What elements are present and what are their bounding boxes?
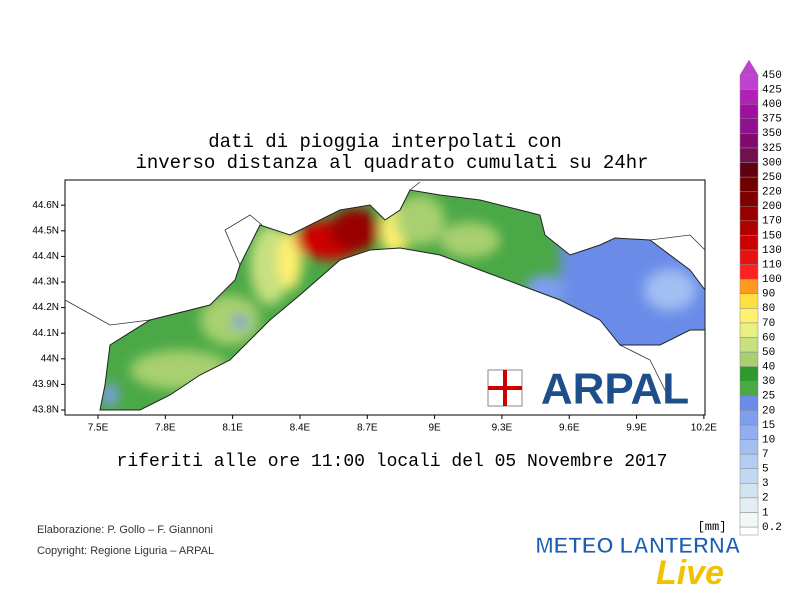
colorbar-cell: [739, 424, 759, 440]
colorbar-cell: [739, 89, 759, 105]
colorbar-label: 90: [762, 289, 775, 301]
lat-tick-label: 44.3N: [32, 277, 59, 288]
colorbar-label: 250: [762, 172, 782, 184]
colorbar-label: 25: [762, 391, 775, 403]
logo-text: ARPAL: [541, 365, 689, 414]
colorbar-cell: [739, 322, 759, 338]
lon-tick-label: 7.8E: [155, 423, 176, 434]
colorbar-cell: [739, 351, 759, 367]
colorbar-cell: [739, 235, 759, 251]
lon-tick-label: 8.1E: [222, 423, 243, 434]
colorbar-label: 40: [762, 362, 775, 374]
colorbar-cell: [739, 366, 759, 382]
colorbar-arrow: [739, 59, 759, 76]
colorbar-cell: [739, 395, 759, 411]
colorbar-label: 220: [762, 187, 782, 199]
lat-tick-label: 44.1N: [32, 328, 59, 339]
colorbar-cell: [739, 74, 759, 90]
colorbar-label: 450: [762, 70, 782, 82]
colorbar-cell: [739, 483, 759, 499]
colorbar-label: 7: [762, 449, 769, 461]
colorbar-label: 100: [762, 274, 782, 286]
brand: METEO LANTERNA: [535, 533, 740, 558]
colorbar-label: 60: [762, 332, 775, 344]
colorbar-label: 0.2: [762, 522, 782, 534]
colorbar-cell: [739, 162, 759, 178]
colorbar-label: 150: [762, 230, 782, 242]
colorbar-label: 15: [762, 420, 775, 432]
colorbar-label: 200: [762, 201, 782, 213]
lon-tick-label: 9.9E: [626, 423, 647, 434]
subtitle: riferiti alle ore 11:00 locali del 05 No…: [117, 452, 668, 472]
lat-tick-label: 44.4N: [32, 251, 59, 262]
colorbar-label: 300: [762, 157, 782, 169]
colorbar-label: 3: [762, 478, 769, 490]
colorbar-unit: [mm]: [698, 520, 727, 534]
lon-tick-label: 9.3E: [492, 423, 513, 434]
lat-tick-label: 44.2N: [32, 302, 59, 313]
title-line: dati di pioggia interpolati con: [208, 131, 561, 153]
colorbar-cell: [739, 526, 759, 536]
lat-tick-label: 44.5N: [32, 225, 59, 236]
colorbar-cell: [739, 118, 759, 134]
colorbar-cell: [739, 278, 759, 294]
colorbar-cell: [739, 380, 759, 397]
colorbar-cell: [739, 133, 759, 149]
lat-tick-label: 44N: [41, 353, 59, 364]
colorbar-label: 30: [762, 376, 775, 388]
lon-tick-label: 9E: [428, 423, 441, 434]
colorbar-cell: [739, 103, 759, 119]
colorbar-cell: [739, 205, 759, 222]
colorbar-label: 130: [762, 245, 782, 257]
colorbar-cell: [739, 497, 759, 513]
lon-tick-label: 7.5E: [88, 423, 109, 434]
lon-tick-label: 8.7E: [357, 423, 378, 434]
arpal-logo: ARPAL: [487, 365, 689, 414]
colorbar-cell: [739, 468, 759, 484]
coastline: [99, 189, 706, 411]
colorbar-label: 170: [762, 216, 782, 228]
colorbar-label: 5: [762, 464, 769, 476]
colorbar-cell: [739, 308, 759, 324]
lon-tick-label: 8.4E: [290, 423, 311, 434]
colorbar-cell: [739, 293, 759, 309]
colorbar-label: 350: [762, 128, 782, 140]
colorbar-cell: [739, 147, 759, 163]
colorbar-label: 1: [762, 507, 769, 519]
lat-tick-label: 44.6N: [32, 200, 59, 211]
colorbar-label: 50: [762, 347, 775, 359]
colorbar-label: 10: [762, 434, 775, 446]
colorbar-cell: [739, 249, 759, 265]
colorbar-label: 80: [762, 303, 775, 315]
colorbar-label: 20: [762, 405, 775, 417]
credit: Elaborazione: P. Gollo – F. Giannoni: [37, 524, 213, 536]
colorbar-label: 110: [762, 259, 782, 271]
credit: Copyright: Regione Liguria – ARPAL: [37, 545, 214, 557]
colorbar-cell: [739, 337, 759, 353]
colorbar-label: 425: [762, 84, 782, 96]
colorbar-label: 70: [762, 318, 775, 330]
colorbar-label: 2: [762, 493, 769, 505]
colorbar-cell: [739, 453, 759, 469]
lon-tick-label: 9.6E: [559, 423, 580, 434]
colorbar-cell: [739, 410, 759, 426]
lat-tick-label: 43.9N: [32, 379, 59, 390]
colorbar-label: 375: [762, 114, 782, 126]
borders: [64, 181, 706, 401]
colorbar-cell: [739, 220, 759, 236]
colorbar-label: 325: [762, 143, 782, 155]
colorbar-cell: [739, 264, 759, 280]
colorbar-cell: [739, 176, 759, 192]
lon-tick-label: 10.2E: [691, 423, 717, 434]
brand-script: Live: [656, 554, 724, 592]
title-line: inverso distanza al quadrato cumulati su…: [135, 152, 648, 174]
colorbar-cell: [739, 191, 759, 207]
colorbar-label: 400: [762, 99, 782, 111]
lat-tick-label: 43.8N: [32, 405, 59, 416]
colorbar-cell: [739, 439, 759, 455]
colorbar-cell: [739, 512, 759, 528]
